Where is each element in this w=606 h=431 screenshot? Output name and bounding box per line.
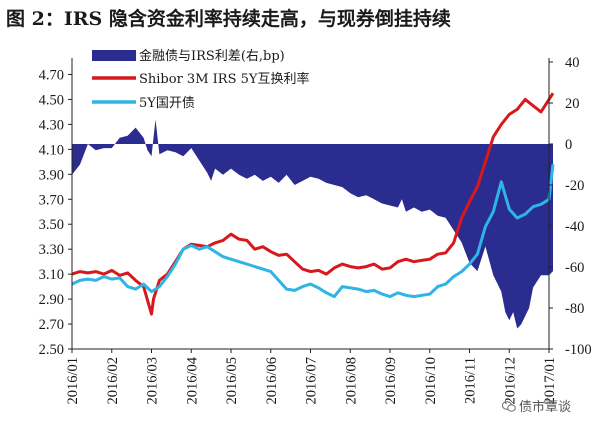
left-tick-label: 3.30 (39, 242, 64, 258)
x-tick-label: 2016/06 (264, 357, 280, 405)
legend-label: 5Y国开债 (139, 96, 195, 111)
x-tick-label: 2016/11 (463, 357, 479, 404)
left-tick-label: 4.10 (39, 142, 64, 158)
x-tick-label: 2016/09 (383, 357, 399, 405)
legend-label: 金融债与IRS利差(右,bp) (139, 48, 285, 64)
spread-area-layer (72, 119, 553, 329)
x-tick-label: 2016/04 (184, 356, 200, 404)
series-area-spread (72, 119, 553, 329)
x-tick-label: 2017/01 (542, 357, 558, 405)
watermark-text: 债市覃谈 (519, 400, 572, 415)
legend-label: Shibor 3M IRS 5Y互换利率 (139, 71, 309, 87)
left-tick-label: 4.30 (39, 117, 64, 133)
right-tick-label: -100 (565, 342, 592, 358)
left-tick-label: 4.70 (39, 67, 64, 83)
x-tick-label: 2016/07 (304, 357, 320, 405)
legend: 金融债与IRS利差(右,bp) Shibor 3M IRS 5Y互换利率 5Y国开债 (92, 48, 309, 111)
chart-title: 图 2：IRS 隐含资金利率持续走高，与现券倒挂持续 (6, 8, 451, 30)
right-tick-label: 20 (565, 96, 580, 112)
left-tick-label: 2.50 (39, 342, 64, 358)
left-tick-label: 3.50 (39, 217, 64, 233)
series-line-irs (71, 92, 555, 316)
x-tick-label: 2016/01 (65, 357, 81, 405)
wechat-icon (502, 401, 516, 412)
right-tick-label: -80 (565, 301, 584, 317)
left-tick-label: 3.90 (39, 167, 64, 183)
right-tick-label: 40 (565, 55, 580, 71)
left-tick-label: 2.70 (39, 317, 64, 333)
legend-swatch-area (92, 50, 136, 61)
left-tick-label: 2.90 (39, 292, 64, 308)
x-tick-label: 2016/08 (343, 357, 359, 405)
series-line-cdb (71, 164, 555, 299)
right-tick-label: -20 (565, 178, 584, 194)
x-tick-label: 2016/02 (105, 357, 121, 405)
watermark: 债市覃谈 (502, 396, 571, 415)
right-tick-label: 0 (565, 137, 572, 153)
lines-layer (71, 92, 555, 316)
left-tick-label: 3.70 (39, 192, 64, 208)
right-tick-label: -40 (565, 219, 584, 235)
x-tick-label: 2016/12 (502, 357, 518, 405)
axes-layer: 4.70 4.50 4.30 4.10 3.90 3.70 3.50 3.30 3.10 2.90… (39, 55, 592, 405)
x-tick-label: 2016/05 (224, 357, 240, 405)
x-tick-label: 2016/03 (145, 357, 161, 405)
left-tick-label: 4.50 (39, 92, 64, 108)
left-tick-label: 3.10 (39, 267, 64, 283)
right-tick-label: -60 (565, 260, 584, 276)
x-tick-label: 2016/10 (423, 357, 439, 405)
